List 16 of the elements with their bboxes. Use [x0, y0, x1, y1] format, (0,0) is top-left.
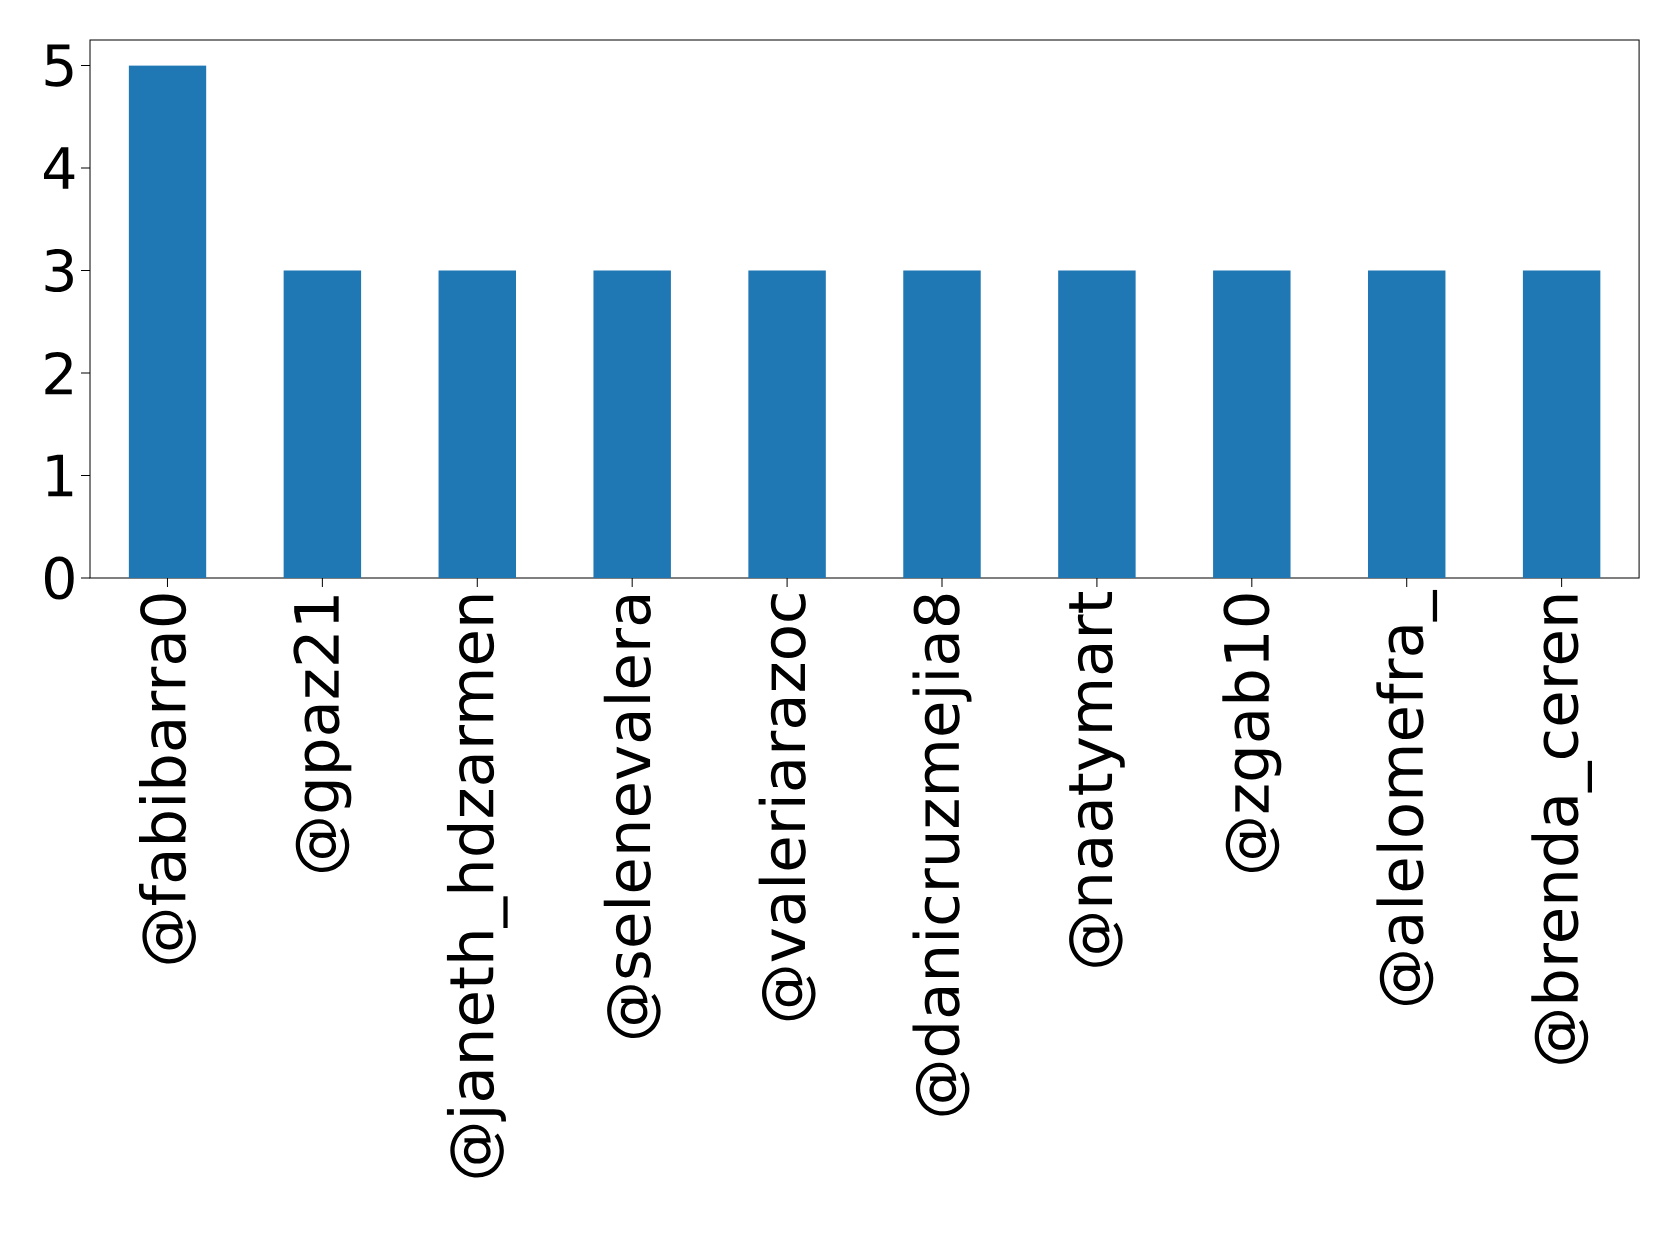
x-tick-label: @alelomefra_ [1376, 589, 1438, 1006]
x-tick-label: @selenevalera [603, 596, 661, 1038]
x-tick-label: @gpaz21 [293, 596, 352, 872]
x-tick-label: @naatymart [1069, 591, 1125, 967]
y-tick-label: 3 [45, 249, 73, 293]
y-tick-label: 1 [47, 454, 73, 497]
x-tick-label: @fabibarra0 [138, 594, 196, 964]
x-tick-label: @brenda_ceren [1531, 595, 1592, 1064]
y-tick-label: 4 [43, 147, 75, 189]
y-tick-label: 2 [45, 351, 72, 395]
x-tick-label: @valeriarazoc [758, 594, 816, 1021]
x-tick-label: @zgab10 [1222, 594, 1282, 872]
y-tick-label: 5 [45, 44, 73, 87]
y-tick-label: 0 [44, 556, 74, 600]
x-tick-label: @janeth_hdzarmen [446, 595, 508, 1178]
x-tick-label: @danicruzmejia8 [912, 594, 972, 1116]
